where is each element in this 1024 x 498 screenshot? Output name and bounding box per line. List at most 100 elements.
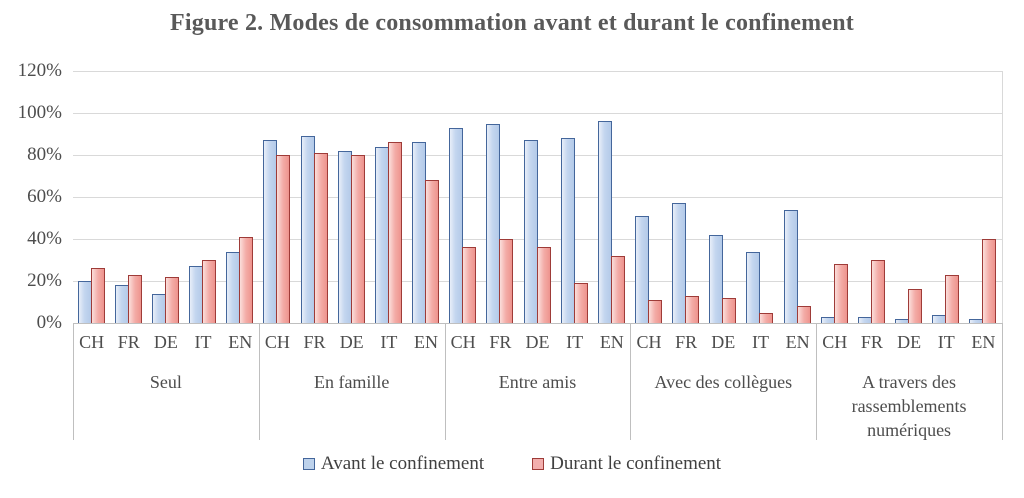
bar-avant-de: [523, 140, 538, 323]
bar-avant-fr: [672, 203, 687, 323]
bar-avant-ch: [634, 215, 649, 323]
bar-durant-fr: [870, 260, 885, 323]
x-group-label-text: Entre amis: [498, 372, 577, 392]
x-country-label: IT: [380, 332, 398, 352]
bar-durant-fr: [499, 239, 514, 323]
y-tick-label: 100%: [17, 102, 62, 123]
x-group-label: Avec des collègues: [630, 370, 816, 394]
x-group-label: En famille: [259, 370, 445, 394]
gridline: [73, 197, 1002, 198]
legend-item-durant: Durant le confinement: [532, 453, 721, 475]
legend-label-durant: Durant le confinement: [550, 453, 722, 474]
bar-durant-it: [945, 274, 960, 323]
y-tick-label: 20%: [27, 270, 62, 291]
group-separator: [1002, 323, 1003, 440]
bar-avant-ch: [820, 316, 835, 323]
gridline: [73, 71, 1002, 72]
x-country-label: CH: [822, 332, 848, 352]
legend-label-avant: Avant le confinement: [320, 453, 485, 474]
bar-durant-it: [759, 312, 774, 323]
x-country-label: DE: [339, 332, 364, 352]
group-separator: [73, 323, 74, 440]
x-country-label: CH: [79, 332, 105, 352]
bar-avant-ch: [77, 281, 92, 323]
bar-durant-it: [573, 283, 588, 323]
bar-avant-en: [226, 251, 241, 323]
bar-durant-en: [796, 306, 811, 323]
x-group-label-text: Avec des collègues: [654, 372, 793, 392]
bar-durant-de: [722, 297, 737, 323]
bar-durant-en: [425, 180, 440, 323]
bar-avant-fr: [486, 123, 501, 323]
x-country-label: EN: [228, 332, 253, 352]
bar-avant-en: [783, 209, 798, 323]
x-group-label: A travers des rassemblements numériques: [816, 370, 1002, 442]
bar-durant-ch: [276, 155, 291, 323]
bar-durant-de: [164, 276, 179, 323]
x-country-label: EN: [414, 332, 439, 352]
y-tick-label: 60%: [27, 186, 62, 207]
x-country-label: CH: [264, 332, 290, 352]
group-separator: [630, 323, 632, 440]
x-country-label: IT: [937, 332, 955, 352]
bar-avant-de: [151, 293, 166, 323]
bar-durant-en: [982, 239, 997, 323]
bar-avant-de: [895, 318, 910, 323]
bar-avant-it: [932, 314, 947, 323]
bar-avant-ch: [263, 140, 278, 323]
x-country-label: DE: [897, 332, 922, 352]
bar-avant-de: [337, 150, 352, 323]
bar-avant-fr: [857, 316, 872, 323]
x-group-label-text: Seul: [149, 372, 182, 392]
x-axis-line: [73, 323, 1002, 324]
bar-avant-it: [374, 146, 389, 323]
x-country-label: IT: [751, 332, 769, 352]
legend: Avant le confinement Durant le confineme…: [0, 453, 1024, 475]
x-country-label: DE: [153, 332, 178, 352]
bar-durant-ch: [90, 268, 105, 323]
x-country-label: IT: [194, 332, 212, 352]
x-group-label: Entre amis: [445, 370, 631, 394]
group-separator: [816, 323, 818, 440]
x-country-label: EN: [599, 332, 624, 352]
x-country-label: IT: [566, 332, 584, 352]
x-country-label: EN: [971, 332, 996, 352]
y-tick-label: 40%: [27, 228, 62, 249]
gridline: [73, 239, 1002, 240]
legend-item-avant: Avant le confinement: [302, 453, 485, 475]
y-tick-label: 80%: [27, 144, 62, 165]
y-tick-label: 0%: [36, 312, 62, 333]
bar-avant-fr: [300, 136, 315, 323]
legend-swatch-avant-icon: [302, 458, 315, 470]
bar-durant-fr: [127, 274, 142, 323]
bar-durant-de: [908, 289, 923, 323]
bar-durant-it: [387, 142, 402, 323]
x-group-label-text: A travers des rassemblements numériques: [851, 372, 967, 440]
x-country-label: DE: [711, 332, 736, 352]
x-country-label: CH: [450, 332, 476, 352]
x-country-label: CH: [636, 332, 662, 352]
bar-durant-it: [202, 260, 217, 323]
gridline: [73, 113, 1002, 114]
x-country-label: FR: [117, 332, 140, 352]
x-country-label: FR: [303, 332, 326, 352]
bar-avant-it: [746, 251, 761, 323]
bar-durant-ch: [647, 299, 662, 323]
group-separator: [444, 323, 446, 440]
x-country-label: FR: [489, 332, 512, 352]
chart-title: Figure 2. Modes de consommation avant et…: [170, 10, 854, 36]
x-group-label-text: En famille: [313, 372, 390, 392]
x-group-label: Seul: [73, 370, 259, 394]
legend-swatch-durant-icon: [532, 458, 545, 470]
bar-durant-ch: [462, 247, 477, 323]
x-country-label: DE: [525, 332, 550, 352]
x-country-label: EN: [785, 332, 810, 352]
bar-durant-fr: [313, 152, 328, 323]
bar-avant-de: [709, 234, 724, 323]
bar-durant-de: [350, 155, 365, 323]
bar-avant-it: [189, 266, 204, 323]
x-country-label: FR: [675, 332, 698, 352]
gridline: [73, 155, 1002, 156]
bar-durant-en: [239, 236, 254, 323]
y-tick-label: 120%: [17, 60, 62, 81]
